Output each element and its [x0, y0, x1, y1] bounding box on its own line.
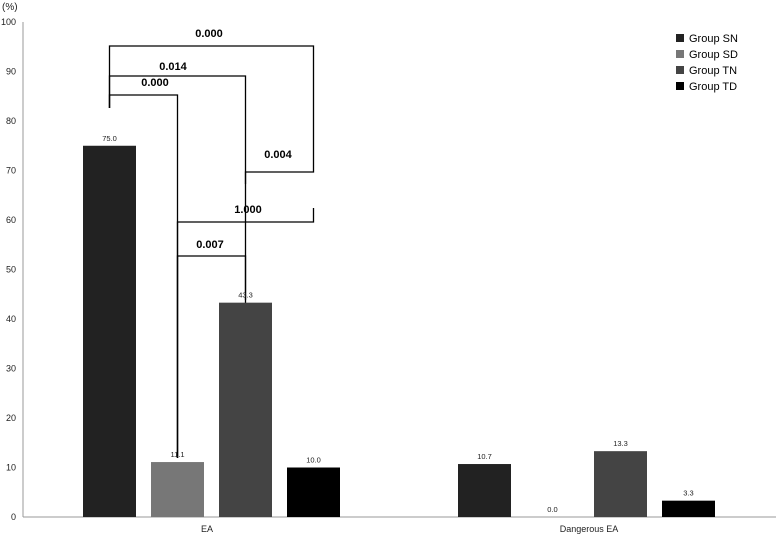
p-value-label: 1.000 — [234, 204, 262, 216]
bar-group-sn-ea — [83, 145, 136, 517]
significance-bracket — [108, 45, 315, 152]
p-value-label: 0.007 — [196, 239, 224, 251]
p-value-label: 0.014 — [159, 61, 187, 73]
y-tick-label: 10 — [6, 463, 16, 473]
data-label: 10.7 — [477, 452, 492, 461]
significance-bracket — [244, 152, 315, 184]
y-tick-label: 20 — [6, 413, 16, 423]
legend-swatch — [676, 66, 684, 74]
legend-swatch — [676, 82, 684, 90]
legend-label: Group SD — [689, 49, 738, 61]
bars: 75.0 11.1 43.3 10.0 10.7 0.0 13.3 3.3 — [83, 134, 715, 517]
y-tick-labels: 0 10 20 30 40 50 60 70 80 90 100 — [1, 17, 16, 522]
p-value-label: 0.004 — [264, 149, 292, 161]
significance-brackets: 0.000 0.014 0.000 0.004 1.000 0.007 — [108, 28, 315, 458]
legend-label: Group TD — [689, 81, 737, 93]
data-label: 75.0 — [102, 134, 117, 143]
category-label: Dangerous EA — [560, 524, 619, 534]
y-tick-label: 40 — [6, 314, 16, 324]
y-tick-label: 80 — [6, 116, 16, 126]
y-tick-label: 60 — [6, 215, 16, 225]
data-label: 11.1 — [170, 450, 184, 459]
bar-group-tn-dangerous-ea — [594, 451, 647, 517]
bar-group-td-dangerous-ea — [662, 500, 715, 517]
y-axis-unit-label: (%) — [2, 2, 18, 13]
category-labels: EA Dangerous EA — [201, 524, 618, 534]
legend-swatch — [676, 34, 684, 42]
data-label: 0.0 — [547, 505, 557, 514]
p-value-label: 0.000 — [195, 28, 223, 40]
data-label: 3.3 — [683, 489, 693, 498]
y-tick-label: 90 — [6, 67, 16, 77]
y-tick-label: 70 — [6, 166, 16, 176]
p-value-label: 0.000 — [141, 77, 169, 89]
data-label: 43.3 — [238, 291, 253, 300]
y-tick-label: 0 — [11, 512, 16, 522]
legend-swatch — [676, 50, 684, 58]
legend-label: Group SN — [689, 33, 738, 45]
data-label: 10.0 — [306, 456, 321, 465]
y-tick-label: 100 — [1, 17, 16, 27]
y-tick-label: 30 — [6, 364, 16, 374]
legend: Group SN Group SD Group TN Group TD — [676, 33, 738, 93]
category-label: EA — [201, 524, 213, 534]
bar-group-tn-ea — [219, 302, 272, 517]
bar-group-sd-ea — [151, 462, 204, 517]
bar-group-sn-dangerous-ea — [458, 464, 511, 517]
bar-group-td-ea — [287, 467, 340, 517]
y-tick-label: 50 — [6, 265, 16, 275]
legend-label: Group TN — [689, 65, 737, 77]
data-label: 13.3 — [613, 439, 628, 448]
